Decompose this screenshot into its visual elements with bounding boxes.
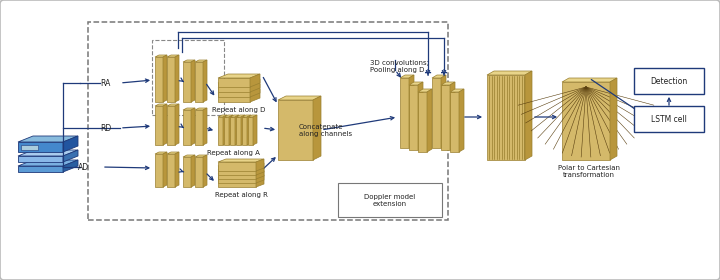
Polygon shape: [203, 60, 207, 102]
Polygon shape: [218, 115, 227, 117]
Text: LSTM cell: LSTM cell: [651, 115, 687, 123]
Text: RD: RD: [100, 123, 112, 132]
Polygon shape: [230, 115, 239, 117]
Polygon shape: [191, 108, 195, 145]
Text: RA: RA: [100, 78, 110, 88]
Polygon shape: [432, 78, 441, 148]
Polygon shape: [203, 108, 207, 145]
Polygon shape: [218, 171, 264, 174]
Polygon shape: [256, 167, 264, 179]
Text: +: +: [440, 68, 448, 78]
Polygon shape: [223, 115, 227, 145]
Polygon shape: [218, 166, 256, 175]
Polygon shape: [175, 152, 179, 187]
Polygon shape: [163, 55, 167, 102]
Polygon shape: [183, 157, 191, 187]
Polygon shape: [218, 175, 264, 178]
Polygon shape: [253, 115, 257, 145]
Polygon shape: [183, 108, 195, 110]
Polygon shape: [400, 78, 409, 148]
Text: Repeat along D: Repeat along D: [212, 107, 266, 113]
Text: +: +: [424, 68, 432, 78]
Polygon shape: [18, 136, 78, 142]
Polygon shape: [18, 166, 63, 172]
Text: Concatenate
along channels: Concatenate along channels: [299, 123, 352, 137]
Polygon shape: [218, 159, 264, 162]
Polygon shape: [18, 150, 78, 156]
Polygon shape: [242, 115, 251, 117]
Text: AD: AD: [78, 162, 89, 171]
Polygon shape: [218, 79, 260, 83]
Polygon shape: [409, 85, 418, 150]
Polygon shape: [313, 96, 321, 160]
Polygon shape: [195, 110, 203, 145]
Polygon shape: [18, 142, 63, 152]
FancyBboxPatch shape: [338, 183, 442, 217]
Polygon shape: [278, 96, 321, 100]
Polygon shape: [235, 115, 239, 145]
Text: 3D convolutions;
Pooling along D: 3D convolutions; Pooling along D: [370, 60, 429, 73]
Polygon shape: [418, 92, 427, 152]
Polygon shape: [218, 178, 256, 187]
Polygon shape: [218, 89, 260, 93]
Polygon shape: [487, 75, 525, 160]
Polygon shape: [218, 88, 250, 97]
Polygon shape: [256, 171, 264, 183]
Polygon shape: [409, 75, 414, 148]
Polygon shape: [218, 93, 250, 102]
Polygon shape: [195, 108, 207, 110]
Polygon shape: [432, 75, 446, 78]
Polygon shape: [155, 104, 167, 106]
Polygon shape: [155, 106, 163, 145]
Polygon shape: [218, 162, 256, 171]
Polygon shape: [250, 79, 260, 92]
Polygon shape: [218, 78, 250, 87]
Polygon shape: [418, 89, 432, 92]
Polygon shape: [256, 175, 264, 187]
Polygon shape: [229, 115, 233, 145]
Polygon shape: [610, 78, 617, 160]
Polygon shape: [441, 85, 450, 150]
Polygon shape: [441, 75, 446, 148]
Polygon shape: [195, 62, 203, 102]
Polygon shape: [236, 117, 241, 145]
Polygon shape: [427, 89, 432, 152]
Polygon shape: [418, 82, 423, 150]
Polygon shape: [183, 60, 195, 62]
Polygon shape: [167, 154, 175, 187]
Polygon shape: [63, 136, 78, 152]
Polygon shape: [562, 78, 617, 82]
Polygon shape: [450, 92, 459, 152]
Polygon shape: [218, 117, 223, 145]
Polygon shape: [18, 160, 78, 166]
Polygon shape: [155, 154, 163, 187]
Polygon shape: [278, 100, 313, 160]
Polygon shape: [250, 74, 260, 87]
Polygon shape: [562, 82, 610, 160]
Polygon shape: [195, 157, 203, 187]
Polygon shape: [183, 62, 191, 102]
Polygon shape: [155, 55, 167, 57]
Polygon shape: [155, 152, 167, 154]
Polygon shape: [487, 71, 532, 75]
Polygon shape: [248, 115, 257, 117]
Polygon shape: [256, 163, 264, 175]
Polygon shape: [400, 75, 414, 78]
Polygon shape: [236, 115, 245, 117]
Polygon shape: [21, 145, 38, 150]
Polygon shape: [459, 89, 464, 152]
Polygon shape: [250, 84, 260, 97]
Polygon shape: [218, 163, 264, 166]
Polygon shape: [218, 84, 260, 88]
Polygon shape: [175, 55, 179, 102]
Polygon shape: [163, 104, 167, 145]
Polygon shape: [247, 115, 251, 145]
Polygon shape: [167, 104, 179, 106]
Polygon shape: [155, 57, 163, 102]
Text: Doppler model
extension: Doppler model extension: [364, 193, 415, 207]
Polygon shape: [224, 115, 233, 117]
Polygon shape: [256, 159, 264, 171]
FancyBboxPatch shape: [634, 106, 704, 132]
Polygon shape: [203, 155, 207, 187]
